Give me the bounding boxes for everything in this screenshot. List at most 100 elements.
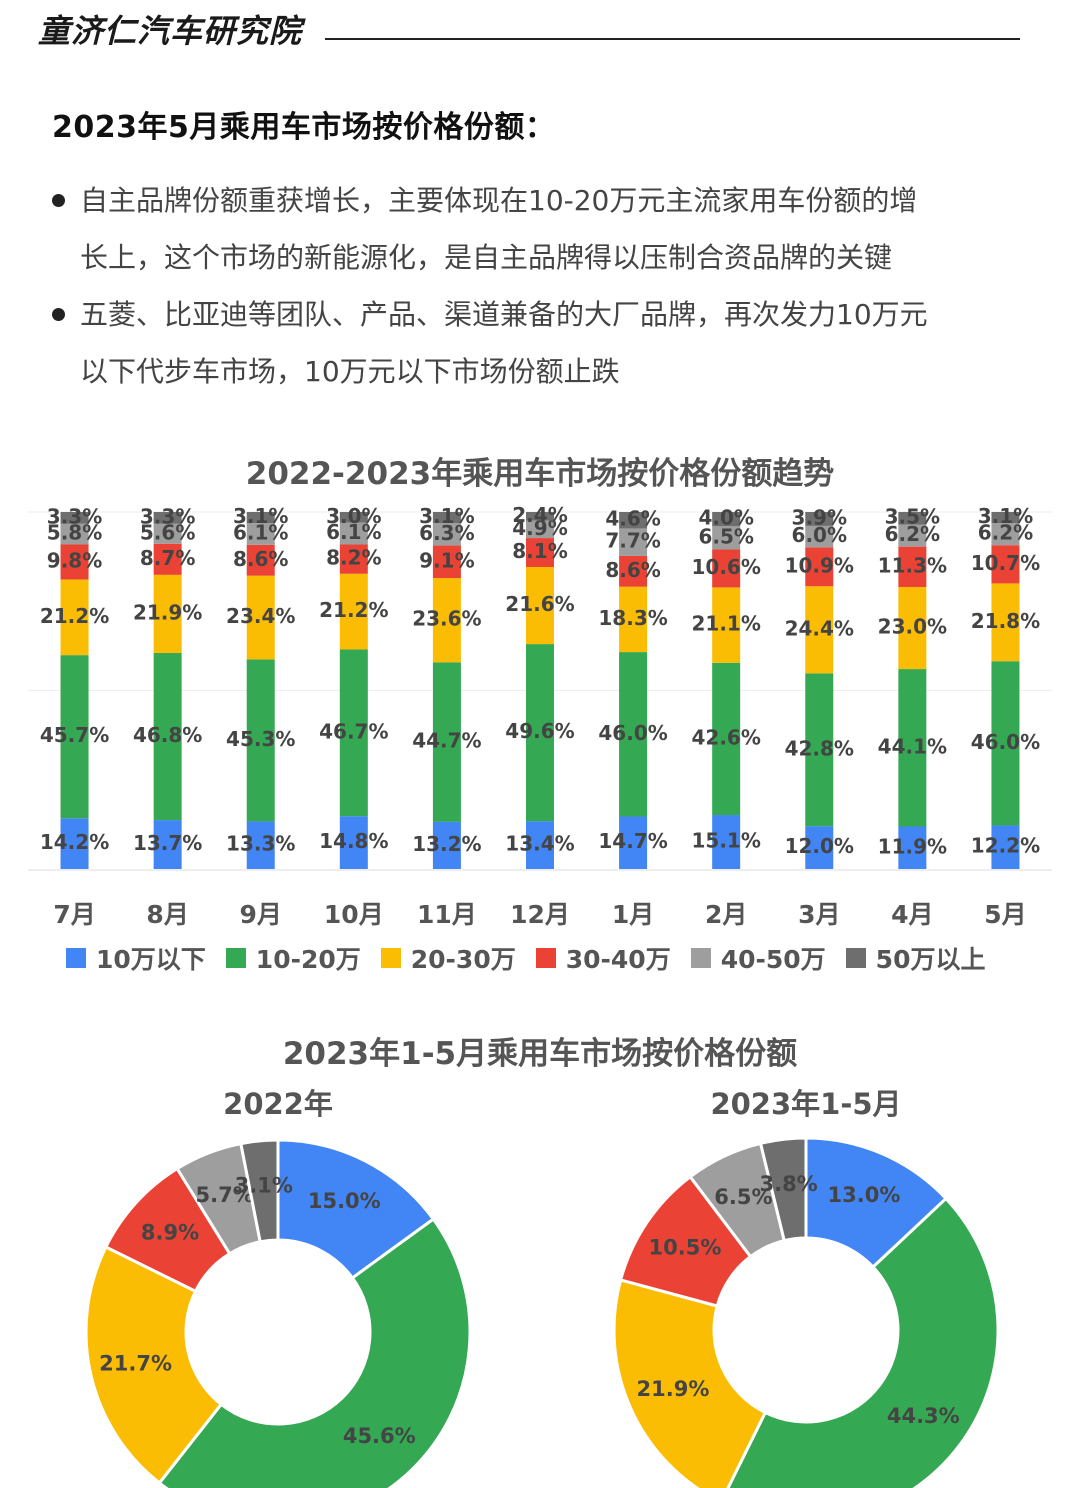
bullet-list: 自主品牌份额重获增长，主要体现在10-20万元主流家用车份额的增 长上，这个市场… [50,172,1040,400]
data-label: 15.1% [691,829,760,853]
bar-segment [153,523,182,544]
legend-item: 20-30万 [380,940,516,976]
data-label: 3.9% [792,505,847,529]
bar-segment [619,528,648,556]
bar-segment [619,816,648,869]
data-label: 44.1% [878,734,947,758]
bar-segment [339,544,368,574]
legend-swatch [535,948,556,968]
legend-label: 30-40万 [565,945,671,974]
bar-segment [339,816,368,869]
bar-segment [60,523,89,545]
bar-segment [153,574,182,654]
data-label: 18.3% [598,606,667,630]
bar-segment [898,524,927,547]
data-label: 13.4% [505,832,574,856]
legend-item: 30-40万 [535,940,671,976]
data-label: 3.5% [885,505,940,529]
data-label: 10.7% [971,551,1040,575]
x-tick-label: 5月 [984,900,1026,929]
bullet-item: 自主品牌份额重获增长，主要体现在10-20万元主流家用车份额的增 长上，这个市场… [50,172,1040,286]
bar-segment [619,586,648,653]
data-label: 24.4% [785,616,854,640]
data-label: 6.5% [698,524,753,548]
x-tick-label: 10月 [324,900,384,929]
data-label: 21.2% [40,604,109,628]
bar-segment [526,520,554,539]
legend-item: 10万以下 [66,940,206,976]
legend-label: 50万以上 [875,945,986,974]
data-label: 46.0% [971,730,1040,754]
slice-label: 10.5% [649,1235,722,1259]
data-label: 8.6% [233,547,288,571]
data-label: 3.1% [233,504,288,528]
x-tick-label: 8月 [146,900,188,929]
bar-segment [991,523,1020,546]
bar-segment [432,662,461,822]
bar-segment [60,818,89,869]
bar-segment [991,545,1020,584]
bullet-item: 五菱、比亚迪等团队、产品、渠道兼备的大厂品牌，再次发力10万元 以下代步车市场，… [50,286,1040,400]
legend-swatch [845,948,866,968]
data-label: 13.2% [412,832,481,856]
legend-swatch [690,948,711,968]
data-label: 21.6% [505,592,574,616]
data-label: 8.1% [512,539,567,563]
slice-label: 44.3% [887,1404,960,1428]
bar-segment [805,525,834,548]
donut-section-title: 2023年1-5月乘用车市场按价格份额 [282,1036,798,1072]
data-label: 8.7% [140,546,195,570]
bar-segment [432,545,461,579]
bar-chart-legend: 10万以下 10-20万 20-30万 30-40万 40-50万 50万以上 [66,940,1005,976]
bar-chart-title: 2022-2023年乘用车市场按价格份额趋势 [245,456,835,492]
bar-segment [805,673,834,827]
slice-label: 21.7% [99,1351,172,1375]
donut-slice [157,1217,472,1488]
bar-segment [246,544,275,576]
data-label: 42.8% [785,736,854,760]
bar-segment [432,512,461,524]
legend-swatch [66,948,86,968]
bar-segment [246,659,275,822]
data-label: 10.9% [785,553,854,577]
data-label: 7.7% [605,529,660,553]
bar-segment [898,586,927,670]
data-label: 23.0% [878,615,947,639]
slice-label: 3.8% [759,1172,817,1196]
data-label: 9.8% [47,548,102,572]
bar-segment [991,661,1020,826]
data-label: 46.0% [598,721,667,745]
x-tick-label: 7月 [53,900,95,929]
data-label: 23.4% [226,604,295,628]
data-label: 21.1% [691,612,760,636]
data-label: 14.7% [598,829,667,853]
data-label: 3.3% [47,504,102,528]
bar-segment [898,826,927,869]
data-label: 2.4% [512,503,567,527]
data-label: 9.1% [419,548,474,572]
donut-slice [84,1244,224,1486]
data-label: 6.1% [233,520,288,544]
data-label: 8.2% [326,546,381,570]
legend-item: 50万以上 [845,940,986,976]
data-label: 12.0% [785,834,854,858]
bar-segment [339,522,368,545]
bar-segment [712,587,741,663]
bar-segment [712,662,741,816]
bar-segment [805,826,834,869]
data-label: 3.0% [326,504,381,528]
data-label: 49.6% [505,719,574,743]
bar-segment [60,655,89,819]
data-label: 14.8% [319,829,388,853]
bar-segment [898,512,927,525]
x-tick-label: 12月 [510,900,570,929]
data-label: 11.3% [878,553,947,577]
bar-segment [526,821,554,869]
x-tick-label: 4月 [891,900,933,929]
data-label: 6.0% [792,523,847,547]
donut-title: 2022年 [223,1087,333,1121]
bar-segment [805,586,834,674]
bar-segment [153,820,182,869]
bar-segment [712,815,741,869]
